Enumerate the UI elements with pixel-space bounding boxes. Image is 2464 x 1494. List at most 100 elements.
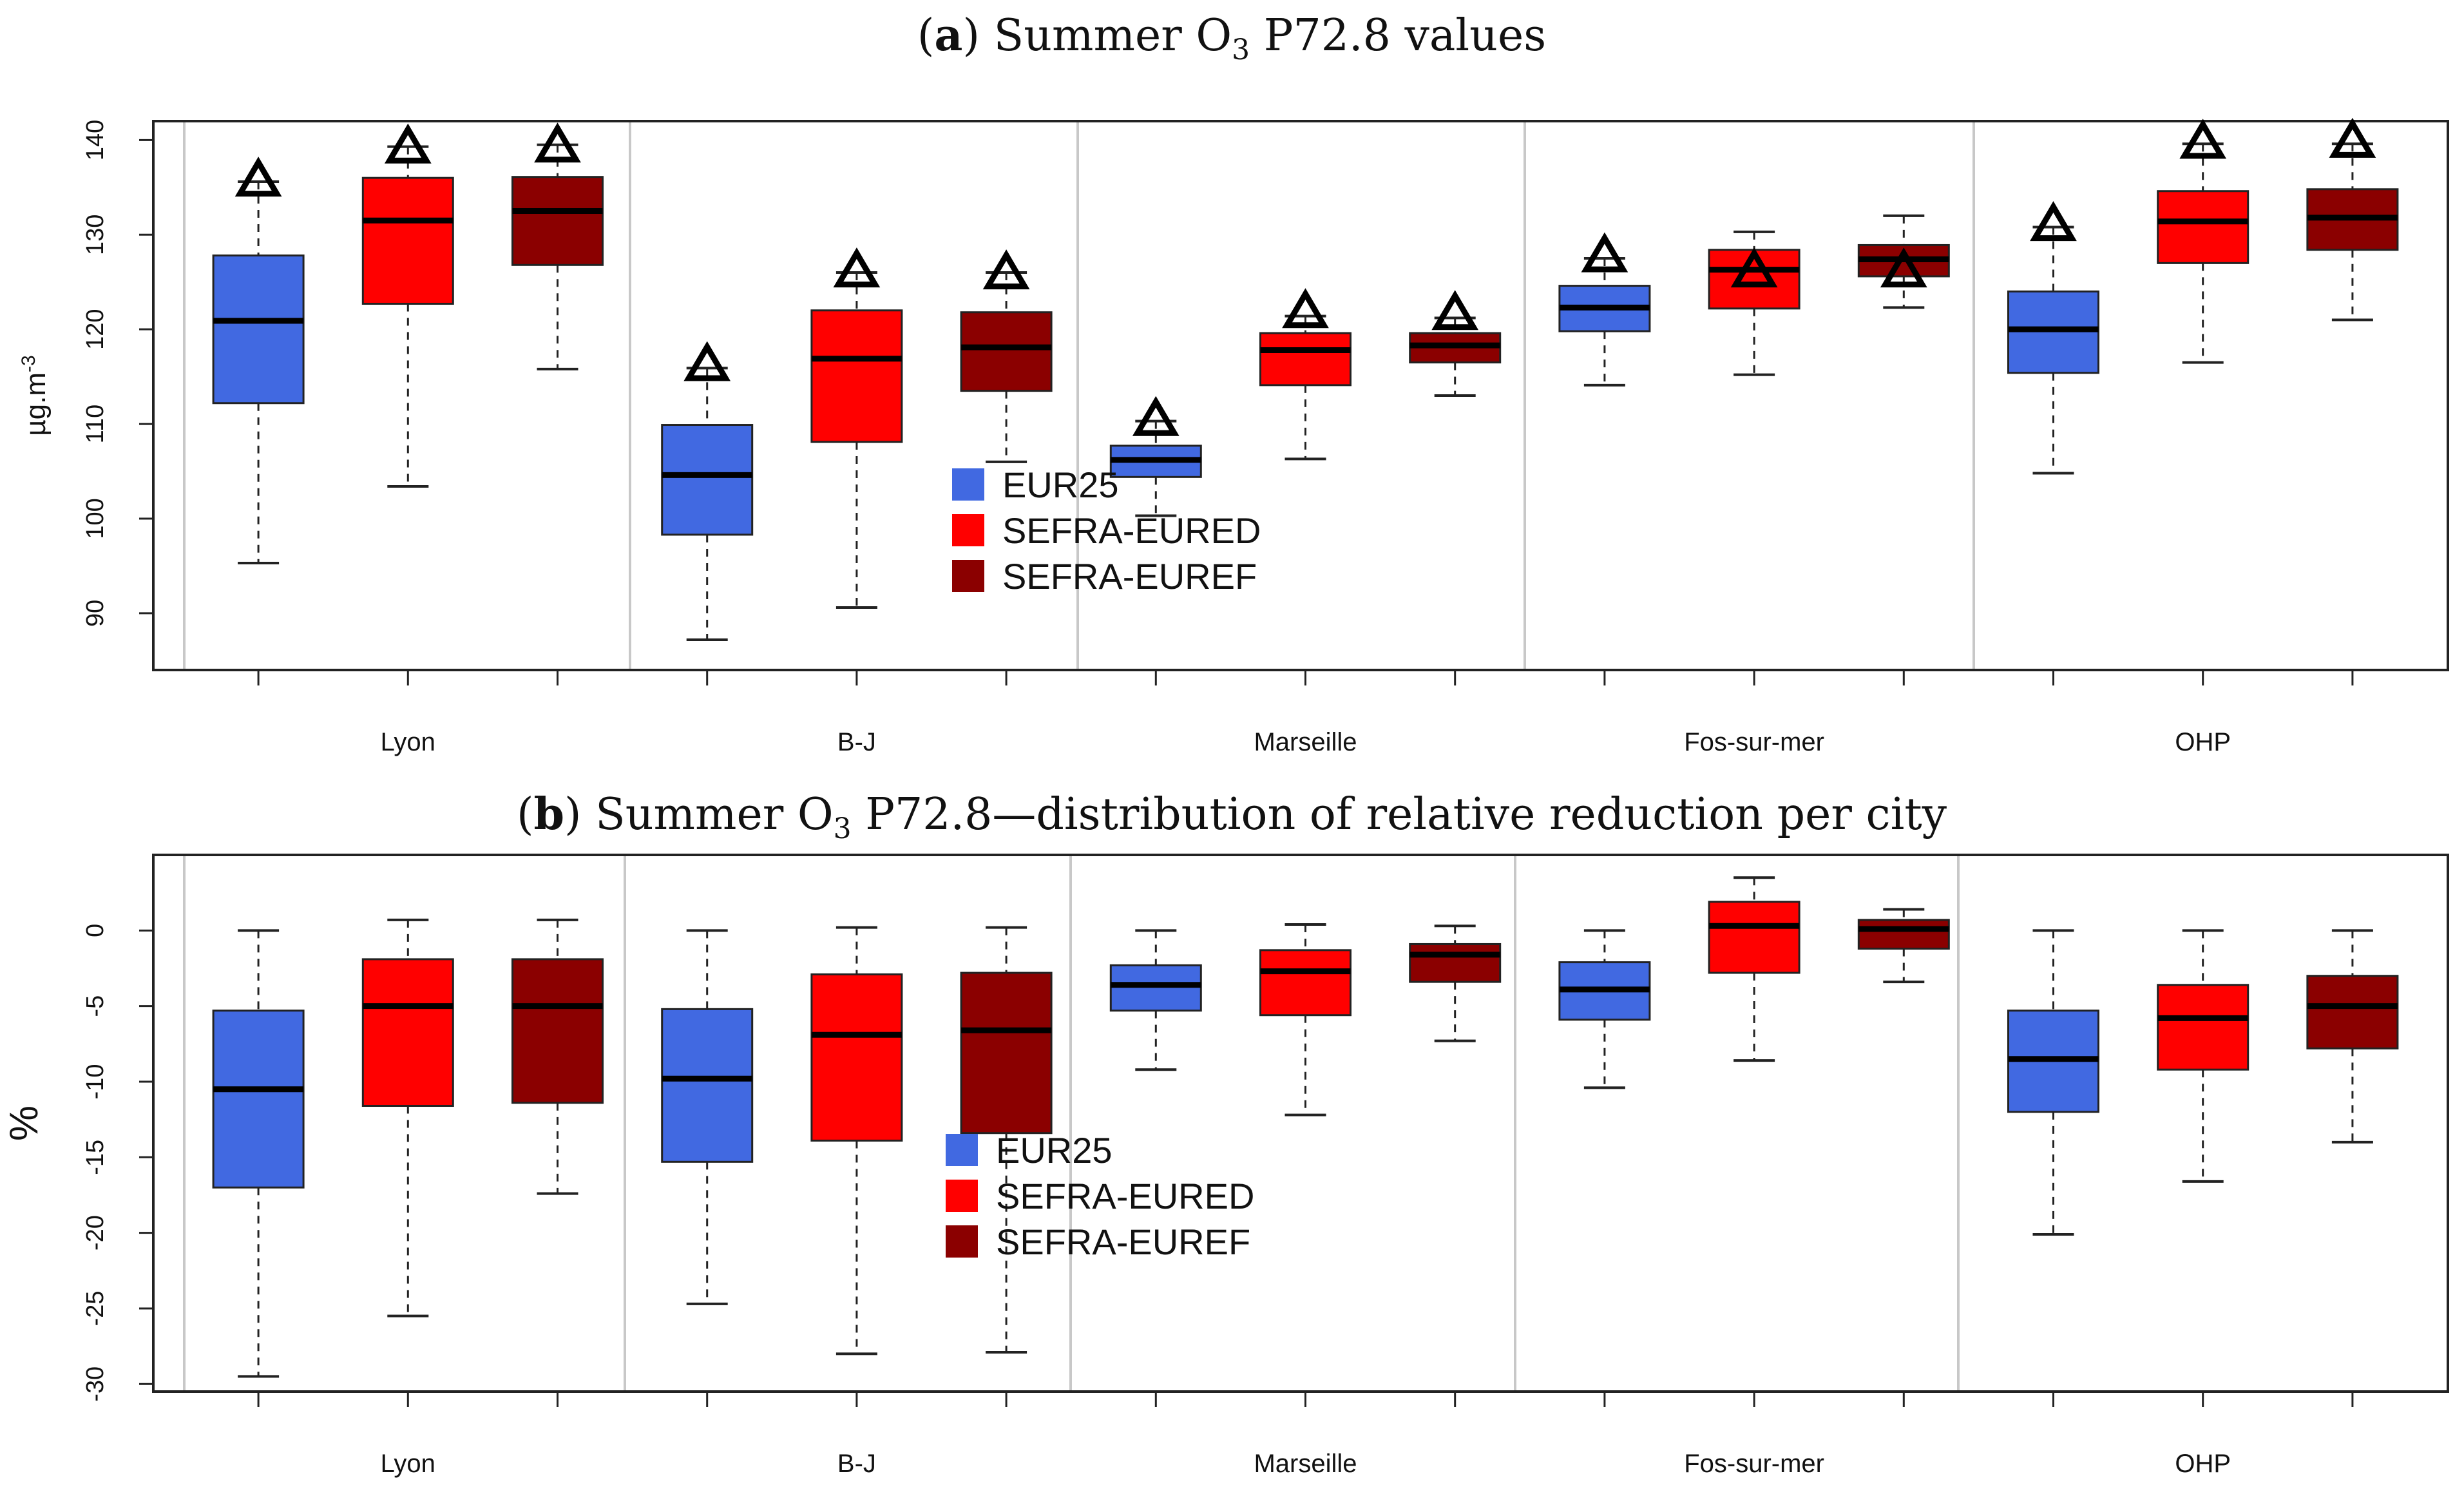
plot-frame xyxy=(152,120,2449,671)
box-sefra-euref-marseille xyxy=(1409,290,1502,685)
title-text-end: P72.8 values xyxy=(1250,10,1546,61)
box-sefra-eured-lyon xyxy=(361,918,454,1407)
plot-frame xyxy=(152,854,2449,1393)
legend-swatch xyxy=(952,560,984,592)
legend-swatch xyxy=(946,1134,978,1166)
category-label: Marseille xyxy=(1254,1450,1357,1478)
legend: EUR25 SEFRA-EURED SEFRA-EUREF xyxy=(946,1130,1254,1262)
legend-label: EUR25 xyxy=(996,1130,1113,1171)
box-sefra-euref-ohp xyxy=(2306,117,2399,685)
title-paren-open: ( xyxy=(917,10,935,61)
box-eur25-b-j xyxy=(661,929,754,1407)
box-iqr xyxy=(511,958,604,1104)
box-eur25-marseille xyxy=(1109,396,1202,685)
box-eur25-fos-sur-mer xyxy=(1558,929,1651,1407)
box-iqr xyxy=(960,972,1053,1135)
observed-triangle xyxy=(234,157,282,197)
title-subscript: 3 xyxy=(1232,34,1250,66)
chart-panel-b: (b) Summer O3 P72.8—distribution of rela… xyxy=(2,789,2449,1478)
box-sefra-euref-b-j xyxy=(960,249,1053,685)
box-sefra-eured-fos-sur-mer xyxy=(1708,230,1800,685)
box-iqr xyxy=(1109,964,1202,1012)
observed-triangle xyxy=(683,341,731,381)
y-tick-label: 110 xyxy=(82,405,109,444)
observed-triangle xyxy=(534,122,581,163)
box-iqr xyxy=(212,1010,305,1189)
observed-triangle xyxy=(2179,119,2227,159)
category-label: Fos-sur-mer xyxy=(1684,1450,1824,1478)
box-iqr xyxy=(361,177,454,305)
box-iqr xyxy=(2157,984,2249,1071)
box-iqr xyxy=(1259,332,1351,387)
category-label: Lyon xyxy=(381,728,435,756)
box-eur25-lyon xyxy=(212,157,305,685)
y-tick-label: -15 xyxy=(82,1140,109,1175)
observed-triangle xyxy=(2030,201,2077,242)
category-label: Fos-sur-mer xyxy=(1684,728,1824,756)
box-sefra-eured-marseille xyxy=(1259,923,1351,1407)
box-iqr xyxy=(1409,943,1502,983)
observed-triangle xyxy=(384,123,432,164)
chart-title: (a) Summer O3 P72.8 values xyxy=(917,10,1546,66)
box-sefra-eured-b-j xyxy=(810,247,903,685)
y-tick-label: 0 xyxy=(82,924,109,937)
title-text-end: P72.8—distribution of relative reduction… xyxy=(852,789,1947,840)
legend-swatch xyxy=(952,514,984,546)
box-iqr xyxy=(1708,901,1800,974)
y-tick-label: 90 xyxy=(82,600,109,627)
legend-label: SEFRA-EURED xyxy=(996,1176,1254,1216)
box-eur25-b-j xyxy=(661,341,754,685)
legend-label: SEFRA-EURED xyxy=(1002,510,1261,551)
y-tick-label: 140 xyxy=(82,120,109,160)
box-eur25-ohp xyxy=(2007,201,2099,685)
legend-swatch xyxy=(946,1225,978,1258)
box-eur25-ohp xyxy=(2007,929,2099,1407)
y-tick-label: -20 xyxy=(82,1215,109,1250)
box-iqr xyxy=(1259,949,1351,1017)
observed-triangle xyxy=(833,247,881,288)
box-sefra-euref-ohp xyxy=(2306,929,2399,1407)
category-label: B-J xyxy=(837,1450,876,1478)
category-label: OHP xyxy=(2175,728,2231,756)
box-iqr xyxy=(661,1008,754,1163)
box-sefra-eured-marseille xyxy=(1259,288,1351,685)
chart-title: (b) Summer O3 P72.8—distribution of rela… xyxy=(517,789,1947,845)
title-subscript: 3 xyxy=(834,812,852,845)
legend-label: SEFRA-EUREF xyxy=(996,1221,1250,1262)
y-tick-label: -5 xyxy=(82,995,109,1017)
observed-triangle xyxy=(1581,232,1628,273)
observed-triangle xyxy=(1132,396,1179,436)
observed-triangle xyxy=(1730,247,1778,288)
box-iqr xyxy=(2157,190,2249,264)
title-panel-letter: a xyxy=(934,10,962,61)
y-axis-label-superscript: -3 xyxy=(18,355,39,372)
box-iqr xyxy=(1857,919,1950,950)
y-tick-label: -30 xyxy=(82,1366,109,1402)
box-iqr xyxy=(361,958,454,1107)
box-sefra-eured-ohp xyxy=(2157,929,2249,1407)
y-tick-label: 130 xyxy=(82,215,109,255)
box-iqr xyxy=(960,311,1053,392)
legend-label: EUR25 xyxy=(1002,464,1119,505)
box-sefra-euref-marseille xyxy=(1409,924,1502,1407)
title-paren-open: ( xyxy=(517,789,534,840)
y-axis-label-base: % xyxy=(2,1106,46,1141)
legend: EUR25 SEFRA-EURED SEFRA-EUREF xyxy=(952,464,1261,597)
observed-triangle xyxy=(1880,247,1927,288)
box-sefra-eured-ohp xyxy=(2157,119,2249,685)
box-sefra-eured-lyon xyxy=(361,123,454,685)
box-sefra-euref-fos-sur-mer xyxy=(1857,214,1950,685)
observed-triangle xyxy=(1282,288,1329,329)
y-axis-label: % xyxy=(2,1106,46,1141)
box-iqr xyxy=(810,309,903,443)
box-iqr xyxy=(661,424,754,536)
box-iqr xyxy=(1708,249,1800,310)
box-sefra-eured-b-j xyxy=(810,926,903,1407)
box-eur25-marseille xyxy=(1109,929,1202,1407)
box-sefra-euref-fos-sur-mer xyxy=(1857,908,1950,1407)
legend-swatch xyxy=(952,468,984,501)
box-iqr xyxy=(212,254,305,405)
legend-label: SEFRA-EUREF xyxy=(1002,556,1257,597)
box-iqr xyxy=(511,176,604,266)
category-label: Lyon xyxy=(381,1450,435,1478)
